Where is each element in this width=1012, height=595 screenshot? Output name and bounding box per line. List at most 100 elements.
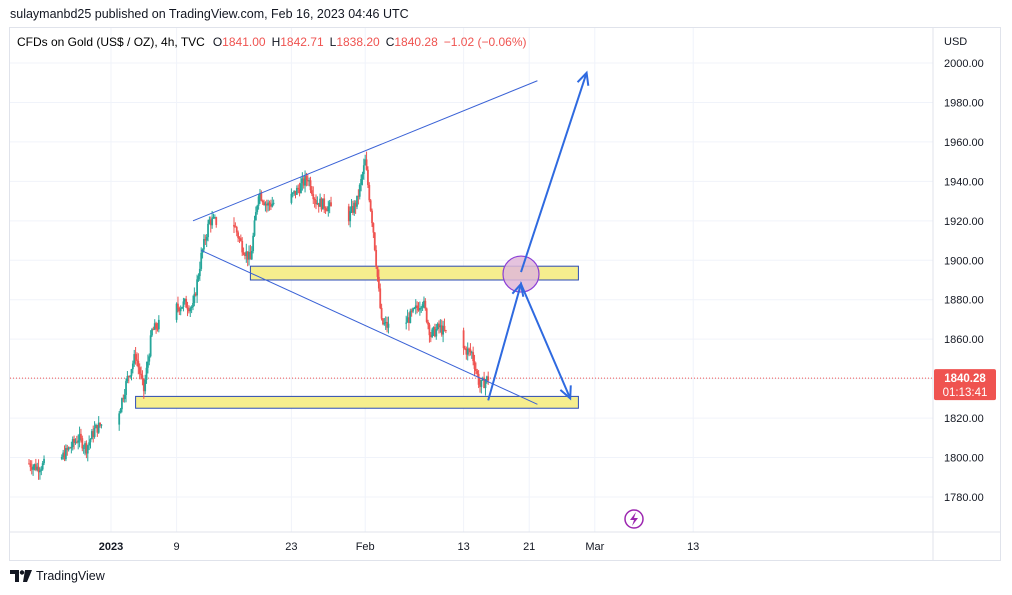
candle-body — [254, 212, 257, 221]
price-tick-label: 1800.00 — [944, 453, 984, 465]
candle-body — [188, 309, 190, 312]
candle-body — [271, 203, 274, 207]
candle-body — [80, 433, 82, 439]
candle-body — [316, 202, 319, 205]
candle-body — [369, 200, 372, 211]
legend-low-value: 1838.20 — [336, 35, 380, 49]
lightning-icon[interactable] — [624, 509, 644, 529]
candle-body — [384, 321, 387, 324]
candle-body — [245, 251, 248, 256]
candle-body — [237, 232, 239, 238]
candle-body — [432, 327, 435, 330]
candle-body — [440, 325, 443, 335]
candle-body — [185, 298, 188, 308]
candle-body — [65, 448, 67, 460]
arrow-head-up — [511, 281, 525, 297]
support-zone[interactable] — [135, 395, 579, 409]
candle-body — [267, 202, 270, 206]
candle-body — [352, 206, 354, 213]
candle-body — [293, 190, 296, 193]
candle-body — [133, 354, 136, 364]
candle-body — [141, 375, 144, 379]
candle-body — [311, 190, 313, 195]
publish-header: sulaymanbd25 published on TradingView.co… — [10, 7, 409, 21]
arrow-path-2[interactable] — [520, 72, 588, 273]
time-tick-label: 2023 — [99, 541, 123, 553]
candle-body — [179, 308, 182, 312]
upper-trendline[interactable] — [192, 80, 538, 222]
candle-body — [99, 422, 101, 426]
candle-body — [148, 356, 151, 362]
candle-body — [37, 466, 40, 473]
time-tick-label: Mar — [585, 541, 604, 553]
candle-body — [138, 367, 141, 374]
price-tick-label: 1940.00 — [944, 176, 984, 188]
candle-body — [81, 438, 84, 449]
candle-body — [321, 198, 324, 210]
candle-body — [118, 413, 121, 425]
target-circle[interactable] — [502, 255, 540, 293]
candle-body — [90, 431, 93, 440]
footer[interactable]: TradingView — [10, 569, 105, 583]
candle-body — [484, 381, 487, 389]
candle-body — [439, 325, 442, 328]
candle-body — [178, 307, 181, 312]
candle-body — [235, 227, 238, 233]
price-tick-label: 1920.00 — [944, 216, 984, 228]
candle-body — [89, 439, 92, 443]
candle-body — [371, 210, 373, 224]
price-tick-label: 2000.00 — [944, 58, 984, 70]
candle-body — [349, 211, 352, 222]
candle-body — [431, 329, 434, 337]
candle-body — [353, 202, 356, 213]
candle-body — [151, 329, 153, 336]
candle-body — [387, 323, 390, 328]
lower-trendline[interactable] — [200, 249, 538, 405]
candle-body — [144, 379, 147, 392]
candle-body — [302, 178, 305, 186]
candle-body — [92, 431, 95, 437]
candle-body — [190, 307, 193, 309]
candle-body — [205, 237, 208, 241]
candle-body — [84, 443, 86, 448]
legend-symbol: CFDs on Gold (US$ / OZ), 4h, TVC — [17, 35, 205, 49]
candle-body — [209, 219, 212, 226]
candle-body — [328, 202, 331, 207]
candle-body — [468, 348, 470, 350]
candle-body — [242, 252, 245, 255]
candle-body — [421, 304, 424, 308]
candle-body — [122, 398, 125, 400]
candle-body — [406, 317, 409, 323]
candle-body — [323, 198, 326, 209]
time-axis[interactable]: 2023 9 23 Feb 13 21 Mar 13 — [10, 531, 1000, 553]
candle-body — [376, 266, 379, 277]
time-tick-label: 9 — [174, 541, 180, 553]
price-axis[interactable]: USD 2000.00 1980.00 1960.00 1940.00 1920.00 19… — [932, 28, 984, 560]
candle-body — [193, 293, 196, 304]
candle-body — [93, 428, 96, 437]
candle-body — [233, 224, 235, 227]
candle-body — [297, 187, 300, 189]
candle-body — [85, 443, 88, 454]
candle-body — [213, 217, 216, 219]
chart-frame[interactable] — [9, 27, 1001, 561]
candle-body — [327, 206, 330, 212]
candle-body — [73, 439, 75, 443]
candle-body — [97, 422, 100, 433]
candle-body — [290, 193, 293, 203]
candle-body — [315, 200, 317, 205]
candle-body — [86, 445, 89, 454]
candle-body — [442, 325, 444, 335]
price-tag-background — [934, 369, 996, 401]
price-tag-price: 1840.28 — [944, 373, 986, 385]
candle-body — [207, 223, 209, 238]
candle-body — [420, 307, 423, 309]
candle-body — [131, 363, 134, 370]
drawings-front[interactable] — [192, 70, 590, 405]
candle-body — [464, 348, 466, 350]
candle-body — [63, 452, 66, 460]
candle-body — [261, 200, 264, 203]
publish-line: sulaymanbd25 published on TradingView.co… — [10, 7, 409, 21]
candle-body — [409, 310, 412, 323]
